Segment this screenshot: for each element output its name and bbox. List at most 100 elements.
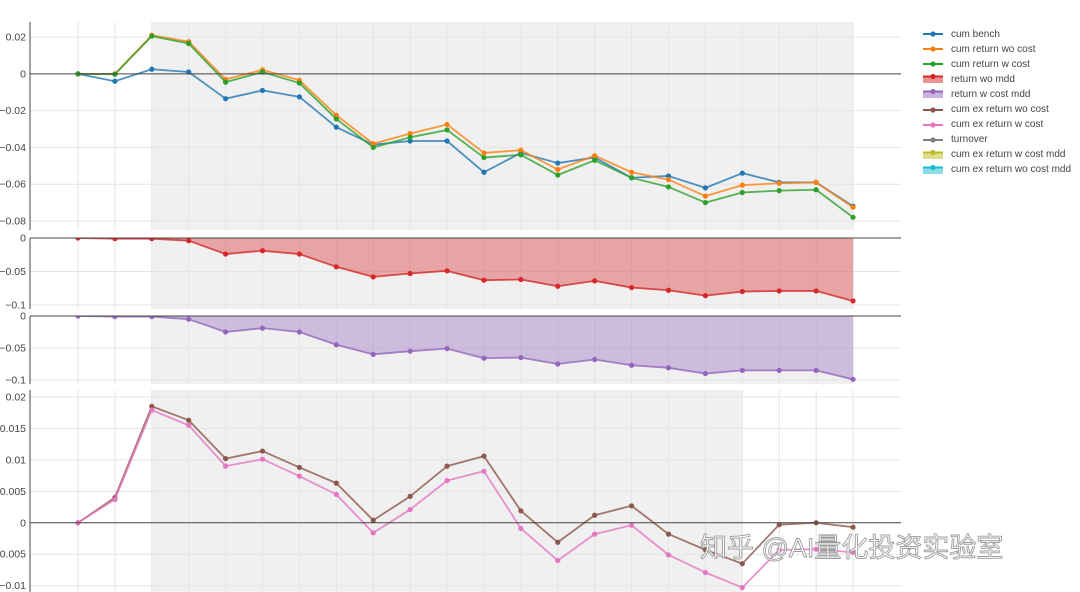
data-point[interactable] [407,506,413,513]
data-point[interactable] [481,150,487,156]
legend-item-cum-ex-return-w-cost-mdd[interactable]: cum ex return w cost mdd [921,147,1071,162]
data-point[interactable] [333,124,339,130]
data-point[interactable] [518,508,524,514]
data-point[interactable] [739,170,745,176]
data-point[interactable] [223,329,229,335]
data-point[interactable] [370,530,376,536]
data-point[interactable] [444,268,450,274]
data-point[interactable] [628,284,635,291]
data-point[interactable] [259,456,266,462]
data-point[interactable] [628,503,635,509]
data-point[interactable] [665,287,672,293]
data-point[interactable] [813,179,819,185]
data-point[interactable] [592,356,598,363]
legend-item-turnover[interactable]: turnover [921,132,1071,147]
data-point[interactable] [702,199,708,206]
data-point[interactable] [370,141,376,147]
data-point[interactable] [186,417,192,423]
data-point[interactable] [776,288,782,294]
data-point[interactable] [665,184,672,190]
data-point[interactable] [407,138,413,144]
data-point[interactable] [739,561,745,567]
data-point[interactable] [776,547,782,553]
data-point[interactable] [702,185,708,191]
data-point[interactable] [555,172,561,178]
data-point[interactable] [592,278,598,284]
data-point[interactable] [702,193,708,199]
data-point[interactable] [112,236,118,242]
data-point[interactable] [444,138,450,144]
data-point[interactable] [333,491,339,498]
data-point[interactable] [296,329,303,335]
data-point[interactable] [481,169,487,175]
data-point[interactable] [739,182,745,188]
data-point[interactable] [333,264,339,270]
series-return-w-cost-mdd[interactable] [75,313,856,382]
data-point[interactable] [592,157,598,163]
data-point[interactable] [518,152,524,158]
data-point[interactable] [628,169,635,175]
data-point[interactable] [444,478,450,484]
data-point[interactable] [112,78,118,84]
data-point[interactable] [259,325,266,331]
data-point[interactable] [407,493,413,499]
data-point[interactable] [259,87,266,94]
data-point[interactable] [665,173,672,179]
data-point[interactable] [149,33,155,39]
data-point[interactable] [813,367,819,373]
data-point[interactable] [555,166,561,173]
data-point[interactable] [776,522,782,528]
data-point[interactable] [223,455,229,462]
data-point[interactable] [665,365,672,371]
data-point[interactable] [223,251,229,257]
data-point[interactable] [739,189,745,196]
data-point[interactable] [481,154,487,161]
data-point[interactable] [592,512,598,518]
data-point[interactable] [813,546,819,552]
data-point[interactable] [481,468,487,474]
legend-item-cum-ex-return-wo-cost[interactable]: cum ex return wo cost [921,102,1071,117]
data-point[interactable] [296,473,303,479]
data-point[interactable] [481,355,487,361]
data-point[interactable] [370,351,376,357]
data-point[interactable] [850,204,856,210]
data-point[interactable] [186,316,192,322]
data-point[interactable] [407,131,413,137]
legend-item-return-wo-mdd[interactable]: return wo mdd [921,72,1071,87]
data-point[interactable] [75,313,81,319]
data-point[interactable] [112,314,118,320]
data-point[interactable] [518,354,524,361]
data-point[interactable] [186,238,192,244]
data-point[interactable] [739,367,745,373]
data-point[interactable] [739,584,745,591]
data-point[interactable] [555,539,561,545]
data-point[interactable] [592,531,598,537]
data-point[interactable] [518,525,524,532]
data-point[interactable] [407,134,413,140]
data-point[interactable] [850,524,856,530]
data-point[interactable] [665,531,672,537]
data-point[interactable] [186,40,192,47]
data-point[interactable] [186,422,192,428]
data-point[interactable] [628,522,635,528]
data-point[interactable] [149,403,155,409]
data-point[interactable] [702,547,708,553]
legend-item-return-w-cost-mdd[interactable]: return w cost mdd [921,87,1071,102]
data-point[interactable] [75,235,81,241]
legend-item-cum-ex-return-wo-cost-mdd[interactable]: cum ex return wo cost mdd [921,162,1071,177]
data-point[interactable] [444,346,450,352]
data-point[interactable] [518,147,524,153]
series-cum-ex-return-w-cost[interactable] [75,407,856,591]
data-point[interactable] [555,160,561,166]
data-point[interactable] [259,448,266,454]
data-point[interactable] [370,517,376,523]
data-point[interactable] [333,342,339,348]
data-point[interactable] [850,376,856,382]
data-point[interactable] [112,496,118,503]
data-point[interactable] [223,79,229,85]
data-point[interactable] [739,288,745,295]
data-point[interactable] [555,283,561,289]
data-point[interactable] [149,314,155,320]
data-point[interactable] [296,80,303,86]
data-point[interactable] [628,175,635,181]
